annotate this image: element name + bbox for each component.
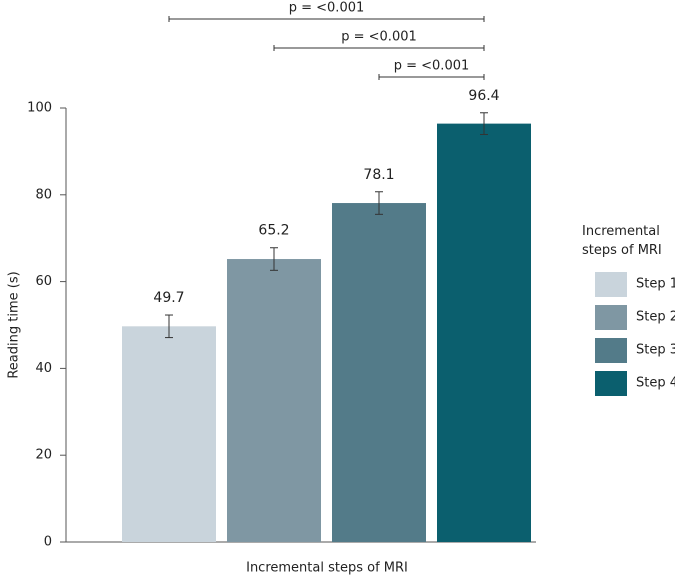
bar xyxy=(227,259,321,542)
legend-label: Step 2 xyxy=(636,310,675,325)
value-label: 65.2 xyxy=(258,223,289,239)
y-tick-label: 60 xyxy=(35,274,52,289)
value-label: 78.1 xyxy=(363,167,394,183)
value-label: 49.7 xyxy=(153,290,184,306)
y-tick-label: 100 xyxy=(27,101,52,116)
legend-swatch xyxy=(595,371,627,396)
legend-label: Step 4 xyxy=(636,376,675,391)
legend-swatch xyxy=(595,338,627,363)
y-tick-label: 20 xyxy=(35,448,52,463)
legend-label: Step 3 xyxy=(636,343,675,358)
comparison-label: p = <0.001 xyxy=(394,59,470,74)
value-label: 96.4 xyxy=(468,88,499,104)
bar xyxy=(332,203,426,542)
legend-swatch xyxy=(595,272,627,297)
y-tick-label: 0 xyxy=(44,535,52,550)
y-tick-label: 80 xyxy=(35,187,52,202)
legend-swatch xyxy=(595,305,627,330)
y-tick-label: 40 xyxy=(35,361,52,376)
legend-label: Step 1 xyxy=(636,277,675,292)
comparison-label: p = <0.001 xyxy=(289,1,365,16)
x-axis-label: Incremental steps of MRI xyxy=(246,561,408,576)
legend-title: Incremental steps of MRI xyxy=(582,224,662,258)
y-axis-label: Reading time (s) xyxy=(7,271,22,378)
bar xyxy=(437,123,531,543)
comparison-label: p = <0.001 xyxy=(341,30,417,45)
bar xyxy=(122,326,216,542)
